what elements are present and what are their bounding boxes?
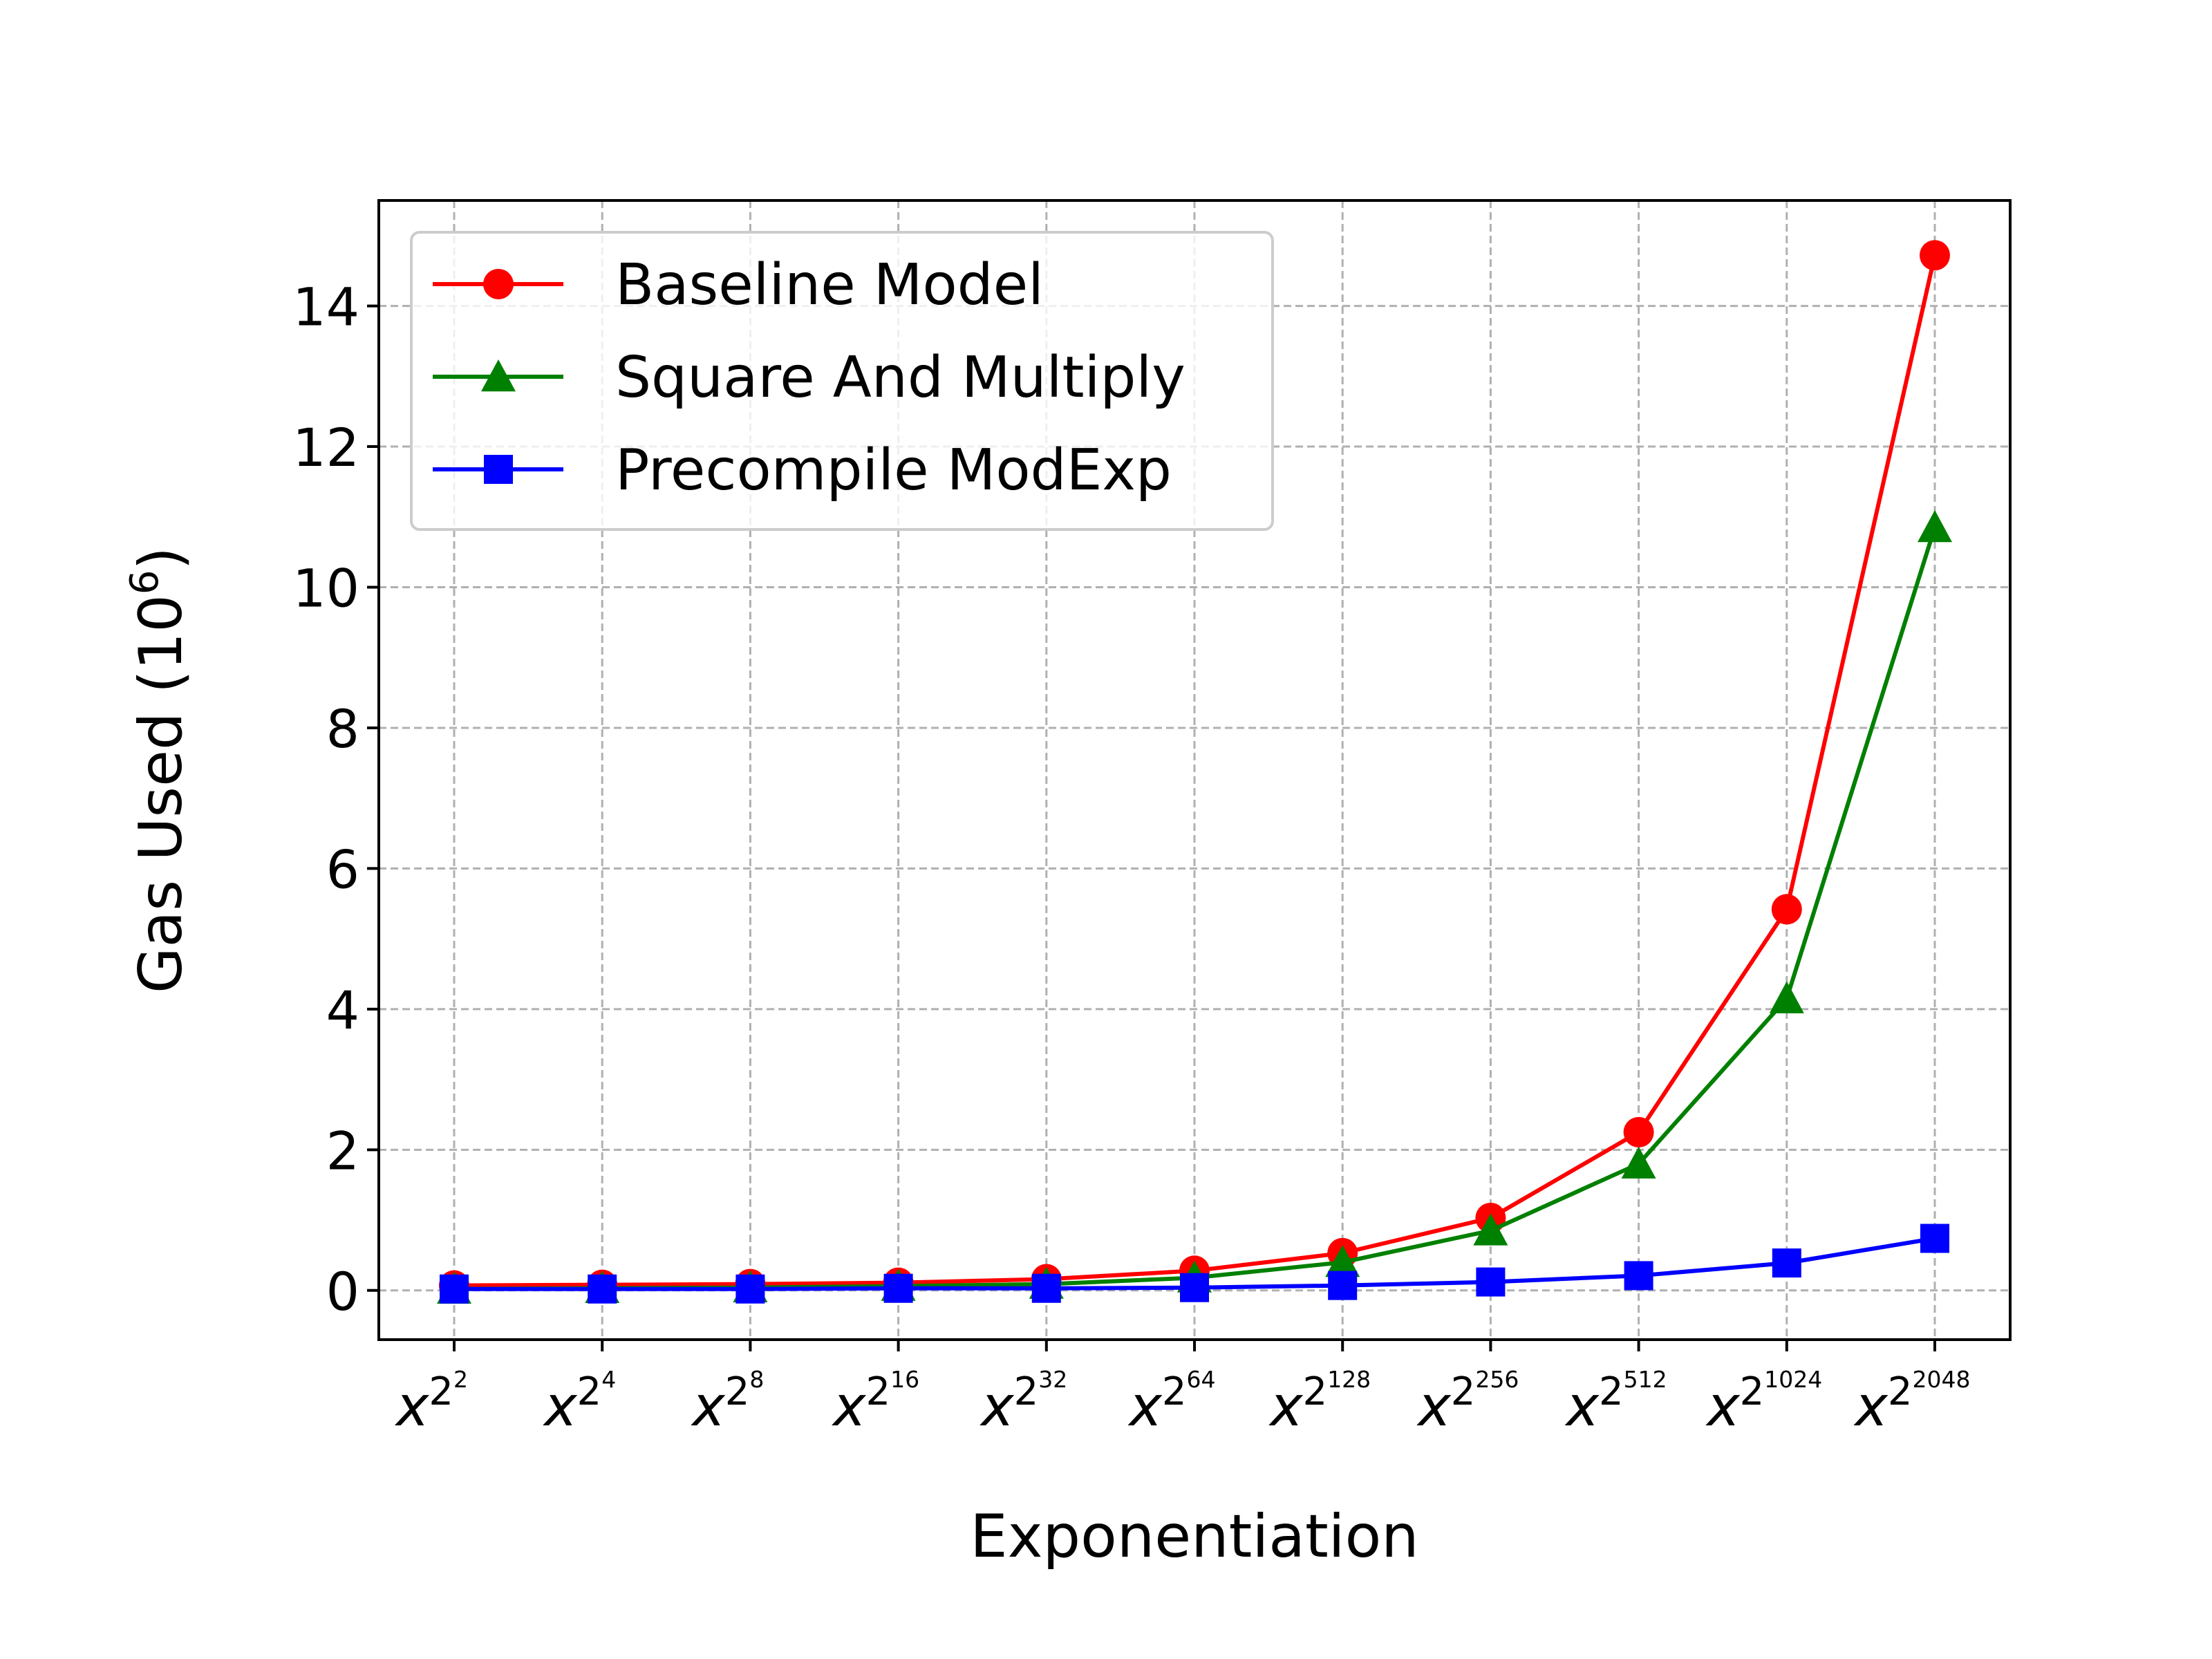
data-point-precompile-modexp [1772, 1248, 1801, 1278]
data-point-precompile-modexp [1031, 1273, 1061, 1303]
x-tick-label: x21024 [1705, 1366, 1822, 1438]
x-tick-two: 2 [1162, 1369, 1187, 1414]
x-tick-base: x [1268, 1374, 1304, 1438]
data-point-baseline-model [1623, 1116, 1654, 1147]
y-axis-label: Gas Used (106) [122, 547, 196, 993]
y-axis-label-close: ) [126, 547, 196, 570]
x-tick-exponent: 128 [1327, 1366, 1371, 1393]
y-tick-label: 12 [292, 417, 359, 478]
x-tick-exponent: 64 [1186, 1366, 1215, 1393]
x-tick-exponent: 4 [601, 1366, 616, 1393]
x-tick-label: x24 [542, 1366, 616, 1438]
y-axis-label-exponent: 6 [122, 570, 167, 594]
x-tick-base: x [1853, 1374, 1889, 1438]
x-tick-two: 2 [1888, 1369, 1913, 1414]
data-point-square-and-multiply [1325, 1245, 1360, 1277]
x-tick-two: 2 [1740, 1369, 1765, 1414]
x-axis-label: Exponentiation [970, 1502, 1418, 1571]
y-tick-label: 0 [326, 1261, 359, 1322]
legend-marker-square-and-multiply [481, 359, 516, 392]
legend-label-baseline-model: Baseline Model [615, 252, 1044, 318]
x-tick-base: x [979, 1374, 1015, 1438]
data-point-precompile-modexp [883, 1273, 913, 1303]
x-tick-base: x [1705, 1374, 1741, 1438]
data-point-baseline-model [1771, 894, 1802, 925]
y-tick-label: 8 [326, 698, 359, 760]
axis-ticks: x22 x24 x28 x216 x232 x264 x2128 x2256 x2512 x210… [292, 276, 1970, 1438]
x-tick-label: x2128 [1268, 1366, 1371, 1438]
data-point-precompile-modexp [735, 1274, 765, 1304]
x-tick-exponent: 2 [453, 1366, 468, 1393]
x-tick-exponent: 256 [1475, 1366, 1519, 1393]
data-point-square-and-multiply [1918, 510, 1952, 543]
x-tick-label: x2512 [1564, 1366, 1667, 1438]
x-tick-two: 2 [1599, 1369, 1624, 1414]
data-point-precompile-modexp [440, 1274, 469, 1304]
data-point-precompile-modexp [1180, 1273, 1209, 1302]
data-point-precompile-modexp [1624, 1261, 1653, 1291]
legend-marker-precompile-modexp [484, 455, 513, 484]
x-tick-exponent: 1024 [1764, 1366, 1822, 1393]
x-tick-base: x [1416, 1374, 1452, 1438]
data-point-precompile-modexp [588, 1274, 617, 1304]
legend-label-precompile-modexp: Precompile ModExp [615, 438, 1172, 503]
x-tick-two: 2 [1451, 1369, 1476, 1414]
x-tick-base: x [831, 1374, 867, 1438]
y-tick-label: 4 [326, 980, 359, 1041]
data-point-square-and-multiply [1769, 981, 1804, 1013]
x-tick-base: x [542, 1374, 578, 1438]
data-point-square-and-multiply [1621, 1146, 1656, 1179]
x-tick-label: x28 [690, 1366, 764, 1438]
x-tick-base: x [1127, 1374, 1163, 1438]
y-tick-label: 14 [292, 276, 359, 338]
data-point-baseline-model [1920, 240, 1950, 271]
legend-label-square-and-multiply: Square And Multiply [615, 345, 1185, 411]
x-tick-exponent: 32 [1038, 1366, 1067, 1393]
y-tick-label: 2 [326, 1120, 359, 1181]
x-tick-exponent: 16 [890, 1366, 919, 1393]
data-point-precompile-modexp [1920, 1224, 1949, 1253]
x-tick-exponent: 512 [1624, 1366, 1667, 1393]
y-axis-label-base: Gas Used (10 [126, 594, 196, 993]
data-point-square-and-multiply [1473, 1213, 1508, 1246]
x-tick-base: x [1564, 1374, 1600, 1438]
x-tick-label: x22 [394, 1366, 468, 1438]
x-tick-label: x2256 [1416, 1366, 1519, 1438]
x-tick-two: 2 [725, 1369, 750, 1414]
y-tick-label: 6 [326, 838, 359, 900]
data-point-precompile-modexp [1476, 1267, 1506, 1297]
data-point-precompile-modexp [1328, 1271, 1358, 1300]
x-tick-exponent: 2048 [1913, 1366, 1971, 1393]
x-tick-label: x22048 [1853, 1366, 1971, 1438]
legend: Baseline Model Square And Multiply Precomp… [410, 231, 1274, 531]
x-tick-base: x [394, 1374, 430, 1438]
x-tick-label: x232 [979, 1366, 1067, 1438]
series-precompile-modexp [440, 1224, 1949, 1304]
x-tick-exponent: 8 [749, 1366, 764, 1393]
x-tick-two: 2 [577, 1369, 602, 1414]
x-tick-two: 2 [429, 1369, 453, 1414]
series-lines [437, 240, 1952, 1304]
x-tick-two: 2 [865, 1369, 890, 1414]
legend-marker-baseline-model [483, 269, 514, 299]
legend-box [410, 231, 1274, 531]
x-tick-label: x216 [831, 1366, 919, 1438]
x-tick-base: x [690, 1374, 726, 1438]
x-tick-label: x264 [1127, 1366, 1216, 1438]
legend-entries: Baseline Model Square And Multiply Precomp… [433, 252, 1185, 503]
y-tick-label: 10 [292, 558, 359, 619]
x-tick-two: 2 [1014, 1369, 1039, 1414]
x-tick-two: 2 [1303, 1369, 1328, 1414]
